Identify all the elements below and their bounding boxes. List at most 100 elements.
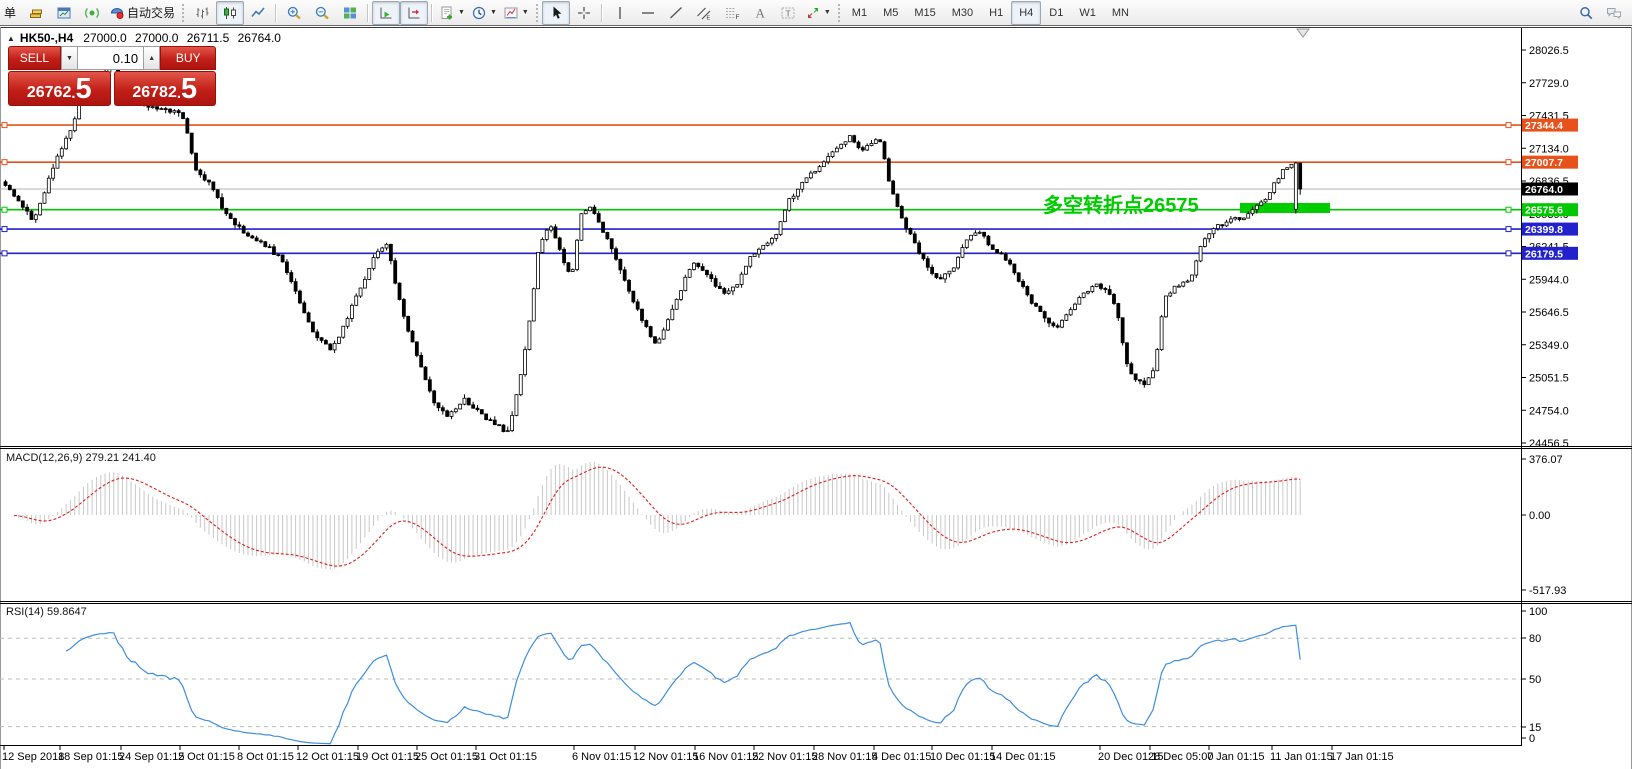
equidistant-channel-button[interactable]: E: [690, 1, 718, 25]
buy-price-button[interactable]: 26782. 5: [113, 71, 216, 106]
periods-button[interactable]: ▼: [468, 1, 500, 25]
time-axis-label: 11 Jan 01:15: [1270, 751, 1333, 763]
highlight-bar[interactable]: [1240, 203, 1330, 213]
main-toolbar: 单 自动交易 ▼ ▼ ▼ E F A T ▼ M1 M5 M15 M30 H1 H4 D1 W1 MN: [0, 0, 1632, 26]
price-tag: 26399.8: [1522, 222, 1578, 236]
volume-increase-button[interactable]: ▲: [143, 46, 161, 70]
autotrading-button[interactable]: 自动交易: [106, 1, 178, 25]
sell-button[interactable]: SELL: [8, 46, 61, 70]
toolbar-grip[interactable]: [837, 3, 840, 22]
bar-chart-mode-button[interactable]: [188, 1, 216, 25]
tf-m5-button[interactable]: M5: [875, 1, 906, 25]
search-button[interactable]: [1572, 1, 1600, 25]
panel-separators[interactable]: [0, 446, 1632, 746]
new-order-button[interactable]: [22, 1, 50, 25]
sell-price-int: 26762: [26, 84, 72, 102]
chartwin-icon: [57, 7, 71, 18]
time-axis-label: 22 Nov 01:15: [752, 751, 817, 763]
svg-text:27729.0: 27729.0: [1529, 78, 1569, 90]
candlestick-mode-button[interactable]: [216, 0, 245, 25]
horizontal-level-lines[interactable]: [0, 124, 1521, 255]
line-handles[interactable]: [1, 122, 1512, 257]
horizontal-line-button[interactable]: [634, 1, 662, 25]
toolbar-separator: [275, 3, 278, 22]
tf-m1-label: M1: [851, 6, 868, 19]
collapse-icon[interactable]: ▲: [7, 33, 15, 43]
gold-icon: [30, 9, 43, 18]
price-tag: 26764.0: [1522, 182, 1578, 196]
svg-text:25646.5: 25646.5: [1529, 307, 1569, 319]
chart-shift-marker[interactable]: [1296, 28, 1310, 38]
tf-h4-button[interactable]: H4: [1011, 0, 1042, 25]
volume-decrease-button[interactable]: ▼: [60, 46, 79, 70]
channel-icon: E: [696, 7, 710, 21]
new-chart-button[interactable]: [50, 1, 78, 25]
time-axis-label: 19 Oct 01:15: [356, 751, 419, 763]
tile-windows-button[interactable]: [336, 1, 364, 25]
tf-m30-button[interactable]: M30: [944, 1, 981, 25]
trendline-button[interactable]: [662, 1, 690, 25]
market-watch-button[interactable]: [78, 1, 106, 25]
buy-button[interactable]: BUY: [160, 46, 216, 70]
buy-price-int: 26782: [132, 84, 177, 102]
svg-text:15: 15: [1529, 722, 1541, 734]
volume-input[interactable]: [78, 46, 144, 70]
candle-series: [3, 65, 1303, 433]
tf-h1-button[interactable]: H1: [981, 1, 1011, 25]
tf-mn-button[interactable]: MN: [1104, 1, 1137, 25]
svg-text:-517.93: -517.93: [1529, 585, 1566, 597]
arrows-button[interactable]: ▼: [802, 1, 834, 25]
svg-text:27007.7: 27007.7: [1525, 157, 1563, 169]
zoom-out-button[interactable]: [308, 1, 336, 25]
svg-text:25349.0: 25349.0: [1529, 340, 1569, 352]
templates-button[interactable]: ▼: [500, 1, 532, 25]
rsi-grid: [0, 637, 1521, 728]
chart-annotation-text[interactable]: 多空转折点26575: [1043, 195, 1199, 217]
candles-icon: [224, 6, 237, 19]
indicators-icon: [441, 6, 453, 19]
chat-button[interactable]: [1600, 1, 1628, 25]
vline-icon: [619, 6, 621, 19]
toolbar-separator: [431, 3, 434, 22]
vertical-line-button[interactable]: [606, 1, 634, 25]
auto-scroll-button[interactable]: [372, 0, 401, 25]
svg-text:28026.5: 28026.5: [1529, 45, 1569, 57]
tf-m1-button[interactable]: M1: [844, 1, 875, 25]
chevron-down-icon: ▼: [458, 9, 465, 16]
time-axis-label: 28 Nov 01:15: [812, 751, 877, 763]
time-axis-label: 6 Nov 01:15: [572, 751, 631, 763]
time-axis-label: 2 Oct 01:15: [178, 751, 235, 763]
time-axis-label: 24 Sep 01:15: [119, 751, 184, 763]
text-label-button[interactable]: T: [774, 1, 802, 25]
toolbar-grip[interactable]: [182, 3, 185, 22]
svg-text:100: 100: [1529, 606, 1547, 618]
tf-w1-button[interactable]: W1: [1071, 1, 1104, 25]
autoscroll-icon: [380, 7, 392, 18]
svg-text:26179.5: 26179.5: [1525, 248, 1563, 260]
zoomin-icon: [287, 6, 301, 19]
time-axis-label: 4 Dec 01:15: [872, 751, 931, 763]
tf-m15-label: M15: [914, 6, 936, 19]
tf-d1-label: D1: [1049, 6, 1064, 19]
chart-shift-button[interactable]: [400, 0, 429, 25]
toolbar-grip[interactable]: [535, 3, 538, 22]
time-axis-label: 20 Dec 01:15: [1098, 751, 1163, 763]
line-chart-mode-button[interactable]: [244, 1, 272, 25]
arrows-icon: [807, 7, 818, 18]
tf-d1-button[interactable]: D1: [1041, 1, 1071, 25]
svg-text:24754.0: 24754.0: [1529, 405, 1569, 417]
time-axis-label: 25 Oct 01:15: [415, 751, 478, 763]
tf-m15-button[interactable]: M15: [906, 1, 943, 25]
zoom-in-button[interactable]: [280, 1, 308, 25]
cursor-button[interactable]: [541, 0, 570, 25]
price-tag: 27007.7: [1522, 155, 1578, 169]
fibonacci-button[interactable]: F: [718, 1, 746, 25]
indicators-list-button[interactable]: ▼: [436, 1, 468, 25]
time-axis-label: 28 Dec 05:00: [1148, 751, 1213, 763]
crosshair-button[interactable]: [570, 1, 598, 25]
bars-icon: [196, 7, 209, 18]
text-button[interactable]: A: [746, 1, 774, 25]
sell-price-button[interactable]: 26762. 5: [8, 71, 111, 106]
